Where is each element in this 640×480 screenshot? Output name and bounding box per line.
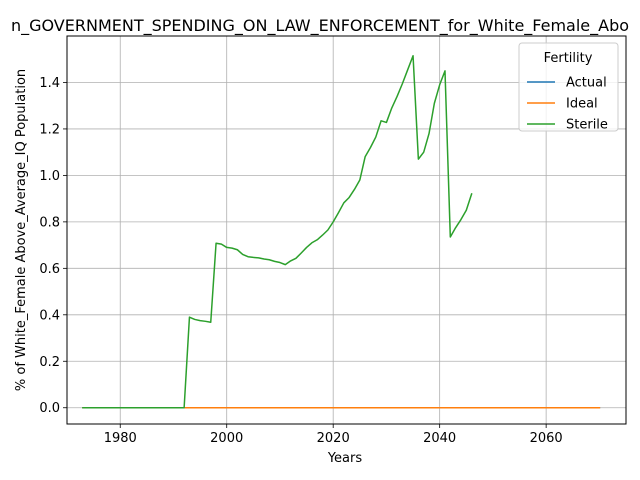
y-tick-label: 0.2 <box>39 355 60 370</box>
x-tick-label: 2040 <box>423 431 456 446</box>
legend-label-actual: Actual <box>566 76 607 91</box>
y-tick-label: 0.4 <box>39 308 60 323</box>
chart-title: n_GOVERNMENT_SPENDING_ON_LAW_ENFORCEMENT… <box>11 16 629 36</box>
x-tick-label: 1980 <box>104 431 137 446</box>
legend-label-sterile: Sterile <box>566 118 608 133</box>
legend-title: Fertility <box>544 51 593 66</box>
legend-entries: Actual Ideal Sterile <box>527 76 608 133</box>
series-lines <box>82 55 601 409</box>
y-tick-label: 1.4 <box>39 76 60 91</box>
y-tick-label: 0.6 <box>39 262 60 277</box>
x-tick-label: 2060 <box>530 431 563 446</box>
y-axis-label: % of White_Female Above_Average_IQ Popul… <box>14 69 29 391</box>
y-tick-label: 1.0 <box>39 169 60 184</box>
grid-lines <box>67 36 626 424</box>
x-tick-label: 2000 <box>210 431 243 446</box>
x-tick-label: 2020 <box>317 431 350 446</box>
y-axis-ticks: 0.0 0.2 0.4 0.6 0.8 1.0 1.2 1.4 <box>39 76 67 416</box>
legend: Fertility Actual Ideal Sterile <box>518 42 619 133</box>
plot-frame <box>66 35 627 425</box>
x-axis-ticks: 1980 2000 2020 2040 2060 <box>104 424 563 446</box>
x-axis-label: Years <box>327 451 363 466</box>
legend-box <box>518 42 619 132</box>
y-tick-label: 0.8 <box>39 215 60 230</box>
y-tick-label: 1.2 <box>39 122 60 137</box>
series-line-sterile <box>82 55 473 409</box>
y-tick-label: 0.0 <box>39 401 60 416</box>
legend-label-ideal: Ideal <box>566 97 598 112</box>
